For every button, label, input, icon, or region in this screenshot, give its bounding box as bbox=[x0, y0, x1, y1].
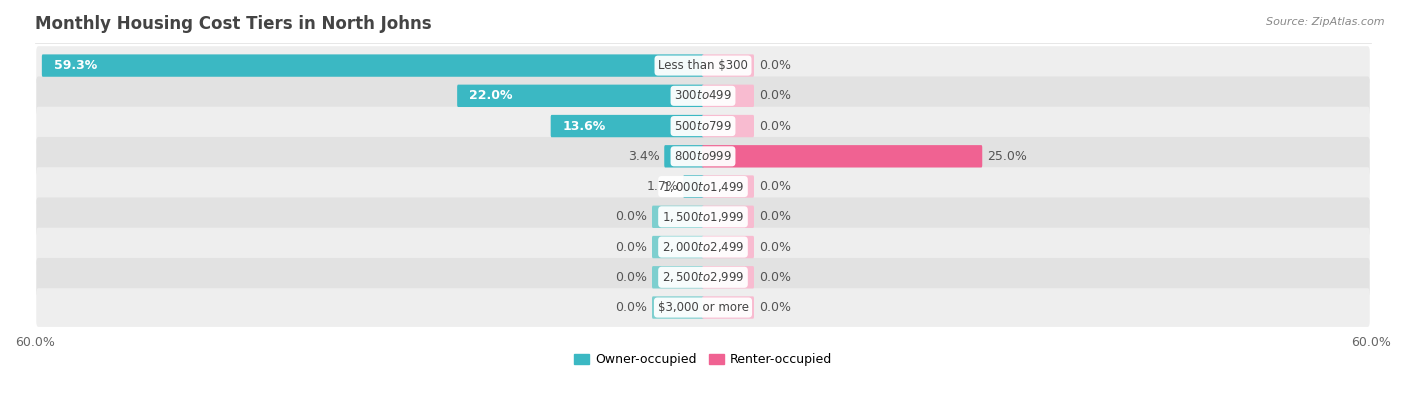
FancyBboxPatch shape bbox=[42, 54, 704, 77]
FancyBboxPatch shape bbox=[702, 296, 754, 319]
Text: $1,500 to $1,999: $1,500 to $1,999 bbox=[662, 210, 744, 224]
FancyBboxPatch shape bbox=[37, 288, 1369, 327]
FancyBboxPatch shape bbox=[702, 266, 754, 288]
FancyBboxPatch shape bbox=[37, 167, 1369, 206]
Text: 0.0%: 0.0% bbox=[759, 180, 790, 193]
Text: 0.0%: 0.0% bbox=[759, 241, 790, 254]
FancyBboxPatch shape bbox=[702, 205, 754, 228]
Text: $2,000 to $2,499: $2,000 to $2,499 bbox=[662, 240, 744, 254]
FancyBboxPatch shape bbox=[457, 85, 704, 107]
Text: 0.0%: 0.0% bbox=[759, 89, 790, 103]
Text: $3,000 or more: $3,000 or more bbox=[658, 301, 748, 314]
FancyBboxPatch shape bbox=[702, 115, 754, 137]
FancyBboxPatch shape bbox=[702, 236, 754, 258]
Text: $1,000 to $1,499: $1,000 to $1,499 bbox=[662, 180, 744, 193]
Legend: Owner-occupied, Renter-occupied: Owner-occupied, Renter-occupied bbox=[569, 349, 837, 370]
FancyBboxPatch shape bbox=[37, 228, 1369, 266]
Text: $300 to $499: $300 to $499 bbox=[673, 89, 733, 103]
FancyBboxPatch shape bbox=[702, 85, 754, 107]
Text: $800 to $999: $800 to $999 bbox=[673, 150, 733, 163]
Text: 0.0%: 0.0% bbox=[759, 210, 790, 223]
Text: $500 to $799: $500 to $799 bbox=[673, 120, 733, 132]
Text: 25.0%: 25.0% bbox=[987, 150, 1026, 163]
FancyBboxPatch shape bbox=[702, 176, 754, 198]
FancyBboxPatch shape bbox=[702, 145, 983, 168]
FancyBboxPatch shape bbox=[652, 296, 704, 319]
Text: Less than $300: Less than $300 bbox=[658, 59, 748, 72]
Text: 0.0%: 0.0% bbox=[616, 301, 647, 314]
Text: 0.0%: 0.0% bbox=[759, 59, 790, 72]
Text: 0.0%: 0.0% bbox=[616, 271, 647, 284]
Text: 0.0%: 0.0% bbox=[759, 120, 790, 132]
Text: 22.0%: 22.0% bbox=[470, 89, 513, 103]
FancyBboxPatch shape bbox=[652, 205, 704, 228]
FancyBboxPatch shape bbox=[683, 176, 704, 198]
FancyBboxPatch shape bbox=[37, 76, 1369, 115]
Text: Source: ZipAtlas.com: Source: ZipAtlas.com bbox=[1267, 17, 1385, 27]
FancyBboxPatch shape bbox=[652, 236, 704, 258]
Text: 1.7%: 1.7% bbox=[647, 180, 679, 193]
Text: 0.0%: 0.0% bbox=[759, 301, 790, 314]
Text: 0.0%: 0.0% bbox=[616, 210, 647, 223]
FancyBboxPatch shape bbox=[37, 107, 1369, 145]
Text: 0.0%: 0.0% bbox=[616, 241, 647, 254]
Text: 3.4%: 3.4% bbox=[628, 150, 659, 163]
Text: 13.6%: 13.6% bbox=[562, 120, 606, 132]
FancyBboxPatch shape bbox=[664, 145, 704, 168]
Text: 59.3%: 59.3% bbox=[53, 59, 97, 72]
FancyBboxPatch shape bbox=[37, 46, 1369, 85]
FancyBboxPatch shape bbox=[37, 137, 1369, 176]
Text: $2,500 to $2,999: $2,500 to $2,999 bbox=[662, 270, 744, 284]
FancyBboxPatch shape bbox=[37, 198, 1369, 236]
FancyBboxPatch shape bbox=[702, 54, 754, 77]
FancyBboxPatch shape bbox=[37, 258, 1369, 297]
FancyBboxPatch shape bbox=[551, 115, 704, 137]
Text: 0.0%: 0.0% bbox=[759, 271, 790, 284]
FancyBboxPatch shape bbox=[652, 266, 704, 288]
Text: Monthly Housing Cost Tiers in North Johns: Monthly Housing Cost Tiers in North John… bbox=[35, 15, 432, 33]
